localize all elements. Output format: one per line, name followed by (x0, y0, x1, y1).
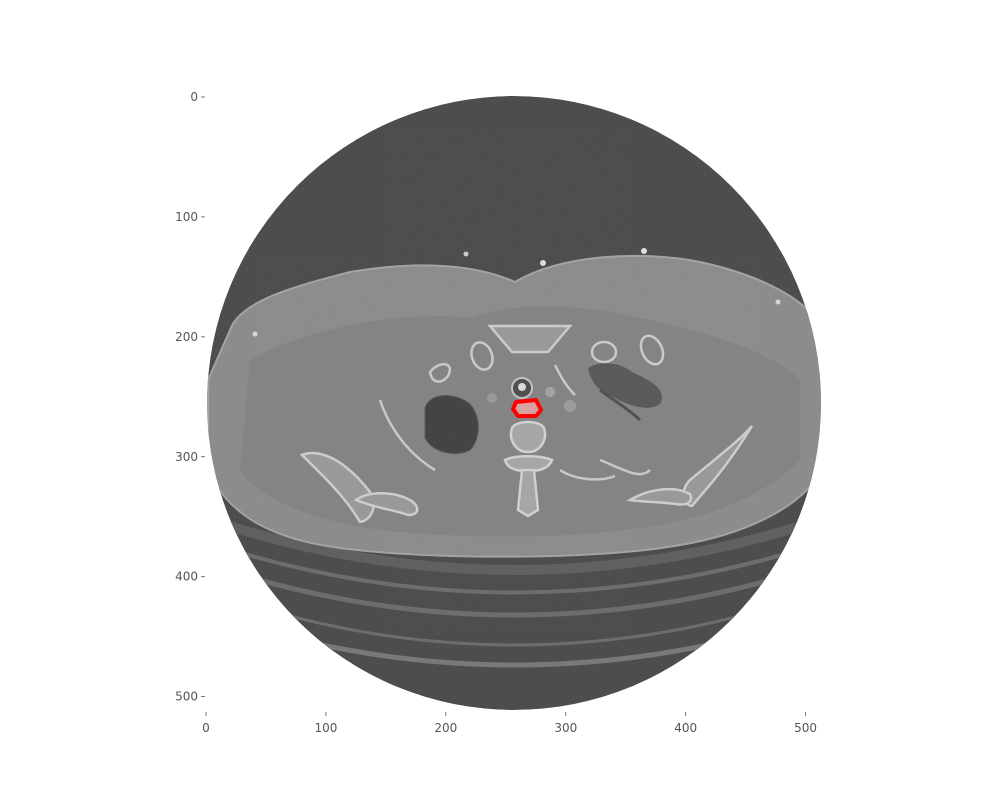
y-tick-label: 300 (175, 450, 198, 464)
x-tick-label: 500 (794, 721, 817, 735)
y-tick-label: 500 (175, 690, 198, 704)
y-axis: 0 100 200 300 400 500 (175, 90, 205, 704)
y-tick-label: 200 (175, 330, 198, 344)
x-axis: 0 100 200 300 400 500 (202, 712, 817, 735)
x-tick-label: 300 (554, 721, 577, 735)
y-tick-label: 0 (190, 90, 198, 104)
x-tick-label: 200 (434, 721, 457, 735)
x-tick-label: 400 (674, 721, 697, 735)
x-tick-label: 100 (314, 721, 337, 735)
y-tick-label: 400 (175, 570, 198, 584)
y-tick-label: 100 (175, 210, 198, 224)
segmentation-contour (511, 398, 543, 418)
x-tick-label: 0 (202, 721, 210, 735)
